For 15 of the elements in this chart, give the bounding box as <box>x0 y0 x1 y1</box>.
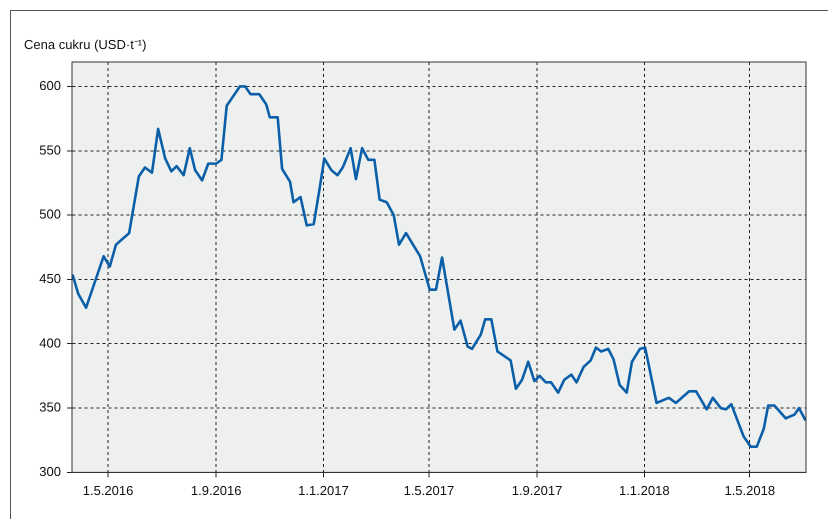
y-tick-label: 400 <box>39 335 61 350</box>
y-tick-label: 500 <box>39 206 61 222</box>
x-tick-label: 1.1.2017 <box>298 482 349 498</box>
y-tick-label: 300 <box>39 464 61 479</box>
x-tick-label: 1.5.2016 <box>82 482 134 498</box>
x-tick-label: 1.9.2016 <box>190 482 242 498</box>
y-tick-label: 550 <box>39 142 61 158</box>
y-tick-label: 350 <box>39 400 61 415</box>
x-tick-label: 1.5.2018 <box>724 482 776 498</box>
y-tick-label: 450 <box>39 271 61 286</box>
y-axis-title: Cena cukru (USD·t⁻¹) <box>24 36 146 53</box>
y-tick-label: 600 <box>39 78 61 94</box>
x-tick-label: 1.5.2017 <box>404 482 454 498</box>
x-tick-label: 1.1.2018 <box>618 482 670 498</box>
x-tick-label: 1.9.2017 <box>512 482 562 498</box>
